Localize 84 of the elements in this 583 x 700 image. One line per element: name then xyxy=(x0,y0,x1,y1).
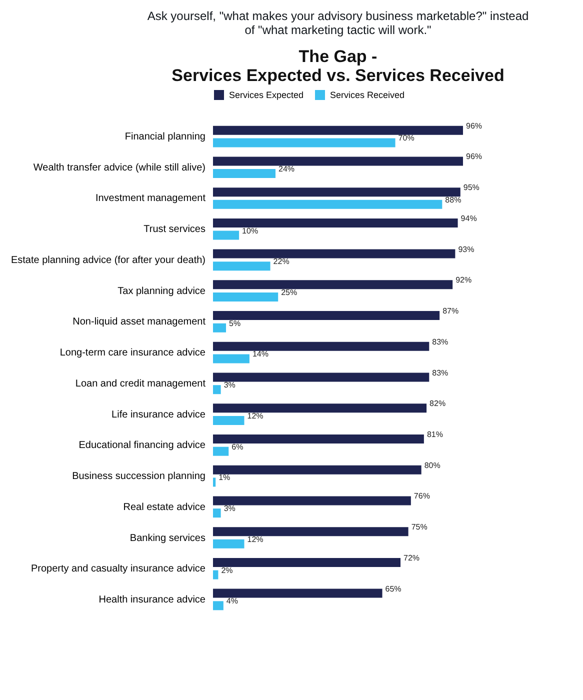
data-label: 22% xyxy=(273,257,290,266)
data-label: 81% xyxy=(426,430,443,439)
bar xyxy=(213,342,430,351)
bar xyxy=(213,588,382,598)
data-label: 3% xyxy=(224,504,236,514)
y-tick-label: Financial planning xyxy=(124,132,206,143)
y-tick-label: Life insurance advice xyxy=(112,409,206,420)
data-label: 4% xyxy=(226,596,238,606)
bar xyxy=(213,280,453,290)
bar xyxy=(213,354,250,364)
data-label: 25% xyxy=(281,288,298,298)
y-tick-label: Long-term care insurance advice xyxy=(60,348,206,359)
data-label: 3% xyxy=(224,380,236,390)
bar xyxy=(213,446,229,456)
y-tick-label: Educational financing advice xyxy=(78,440,206,452)
bar xyxy=(213,385,221,394)
y-tick-label: Tax planning advice xyxy=(118,286,206,297)
bar xyxy=(213,249,456,258)
data-label: 12% xyxy=(247,534,264,544)
y-tick-label: Banking services xyxy=(130,532,206,544)
bar xyxy=(213,138,396,148)
bar xyxy=(213,323,226,332)
data-label: 87% xyxy=(442,306,459,316)
bar xyxy=(213,496,411,506)
data-label: 83% xyxy=(432,337,448,346)
bar xyxy=(213,508,221,518)
y-tick-label: Estate planning advice (for after your death) xyxy=(10,254,206,266)
y-tick-label: Wealth transfer advice (while still alive) xyxy=(33,162,206,174)
text: Ask yourself, "what makes your advisory business marketable?" instead of "what marketing tactic will work." xyxy=(147,9,529,37)
data-label: 92% xyxy=(456,276,472,285)
data-label: 5% xyxy=(229,318,241,328)
bar xyxy=(213,601,224,610)
bar xyxy=(213,292,278,302)
bar xyxy=(213,188,460,197)
bar xyxy=(213,539,244,548)
bar xyxy=(213,416,244,425)
y-tick-label: Business succession planning xyxy=(72,471,206,482)
bar xyxy=(213,262,270,271)
data-label: 72% xyxy=(404,553,420,562)
bar xyxy=(213,169,276,178)
legend-label: Services Expected xyxy=(229,90,304,100)
data-label: 83% xyxy=(432,368,448,378)
bar xyxy=(213,404,427,413)
bar xyxy=(213,465,422,474)
bar xyxy=(213,372,430,382)
legend-label: Services Received xyxy=(330,90,405,100)
bar xyxy=(213,434,424,444)
y-tick-label: Health insurance advice xyxy=(98,594,206,606)
data-label: 6% xyxy=(232,442,244,452)
y-tick-label: Trust services xyxy=(144,224,206,236)
data-label: 93% xyxy=(458,244,474,254)
data-label: 88% xyxy=(445,195,462,204)
bar xyxy=(213,126,463,135)
data-label: 95% xyxy=(463,183,480,192)
y-tick-label: Loan and credit management xyxy=(75,378,206,390)
data-label: 82% xyxy=(430,399,446,408)
data-label: 75% xyxy=(411,522,428,532)
bar xyxy=(213,311,440,320)
bar xyxy=(213,478,216,487)
data-label: 96% xyxy=(466,121,482,130)
bar xyxy=(213,218,458,228)
data-label: 10% xyxy=(242,226,258,236)
data-label: 76% xyxy=(414,492,430,501)
data-label: 12% xyxy=(247,411,264,420)
data-label: 2% xyxy=(221,566,233,575)
y-tick-label: Non-liquid asset management xyxy=(72,316,206,328)
bar xyxy=(213,570,218,580)
bar xyxy=(213,527,408,536)
y-tick-label: Investment management xyxy=(95,193,206,204)
data-label: 96% xyxy=(466,152,482,162)
data-label: 14% xyxy=(252,350,268,359)
data-label: 70% xyxy=(398,134,414,143)
bar xyxy=(213,200,442,209)
bar xyxy=(213,230,240,240)
chart-title: The Gap - Services Expected vs. Services Received xyxy=(172,47,504,85)
data-label: 65% xyxy=(385,584,402,594)
bar xyxy=(213,558,400,567)
bar xyxy=(213,156,463,166)
y-tick-label: Real estate advice xyxy=(123,502,206,513)
data-label: 1% xyxy=(218,473,230,482)
data-label: 80% xyxy=(424,460,440,470)
y-tick-label: Property and casualty insurance advice xyxy=(30,564,206,575)
data-label: 94% xyxy=(460,214,477,223)
data-label: 24% xyxy=(278,164,295,174)
